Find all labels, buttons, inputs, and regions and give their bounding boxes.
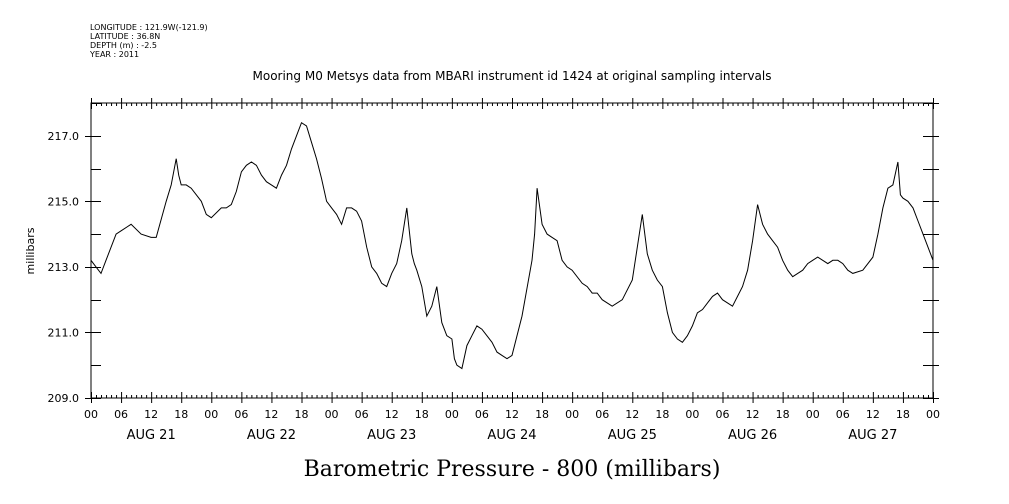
minor-ticks [91,98,934,398]
chart-title: Mooring M0 Metsys data from MBARI instru… [253,69,772,83]
x-tick-label: 00 [204,408,218,421]
day-label: AUG 25 [608,428,657,443]
x-tick-label: 06 [355,408,369,421]
depth-text: DEPTH (m) : -2.5 [90,41,157,50]
y-tick-label: 217.0 [48,130,80,143]
x-tick-label: 06 [475,408,489,421]
x-tick-label: 06 [595,408,609,421]
x-tick-label: 06 [234,408,248,421]
x-tick-label: 06 [836,408,850,421]
y-axis-label: millibars [24,227,37,274]
x-tick-label: 18 [415,408,429,421]
x-tick-label: 18 [896,408,910,421]
x-tick-label: 00 [926,408,940,421]
y-tick-label: 213.0 [48,261,80,274]
x-tick-label: 18 [295,408,309,421]
x-tick-label: 00 [84,408,98,421]
pressure-series-line [90,121,934,370]
x-tick-label: 00 [565,408,579,421]
longitude-text: LONGITUDE : 121.9W(-121.9) [90,23,208,32]
x-tick-label: 12 [866,408,880,421]
figure-caption: Barometric Pressure - 800 (millibars) [304,457,721,482]
x-tick-label: 00 [445,408,459,421]
y-tick-label: 209.0 [48,392,80,405]
year-text: YEAR : 2011 [90,50,140,59]
x-tick-label: 00 [325,408,339,421]
x-tick-label: 12 [746,408,760,421]
x-tick-label: 12 [264,408,278,421]
day-label: AUG 26 [728,428,777,443]
series-group [90,121,934,370]
y-axis-ticks: 209.0 211.0 213.0 215.0 217.0 [48,103,939,405]
x-tick-label: 12 [505,408,519,421]
day-label: AUG 23 [367,428,416,443]
x-tick-label: 00 [806,408,820,421]
x-axis-ticks: 00 06 12 18 00 06 12 18 00 06 12 18 00 06 12 18 00 06 12 18… [84,398,940,443]
latitude-text: LATITUDE : 36.8N [90,32,161,41]
x-tick-label: 06 [716,408,730,421]
day-label: AUG 24 [487,428,536,443]
day-label: AUG 21 [127,428,176,443]
y-tick-label: 211.0 [48,326,80,339]
x-tick-label: 06 [114,408,128,421]
y-tick-label: 215.0 [48,195,80,208]
day-label: AUG 27 [848,428,897,443]
x-tick-label: 12 [625,408,639,421]
x-tick-label: 18 [535,408,549,421]
x-tick-label: 00 [685,408,699,421]
day-label: AUG 22 [247,428,296,443]
x-tick-label: 18 [174,408,188,421]
x-tick-label: 12 [144,408,158,421]
x-tick-label: 12 [385,408,399,421]
x-tick-label: 18 [655,408,669,421]
metadata-block: LONGITUDE : 121.9W(-121.9) LATITUDE : 36… [90,23,208,59]
x-tick-label: 18 [776,408,790,421]
